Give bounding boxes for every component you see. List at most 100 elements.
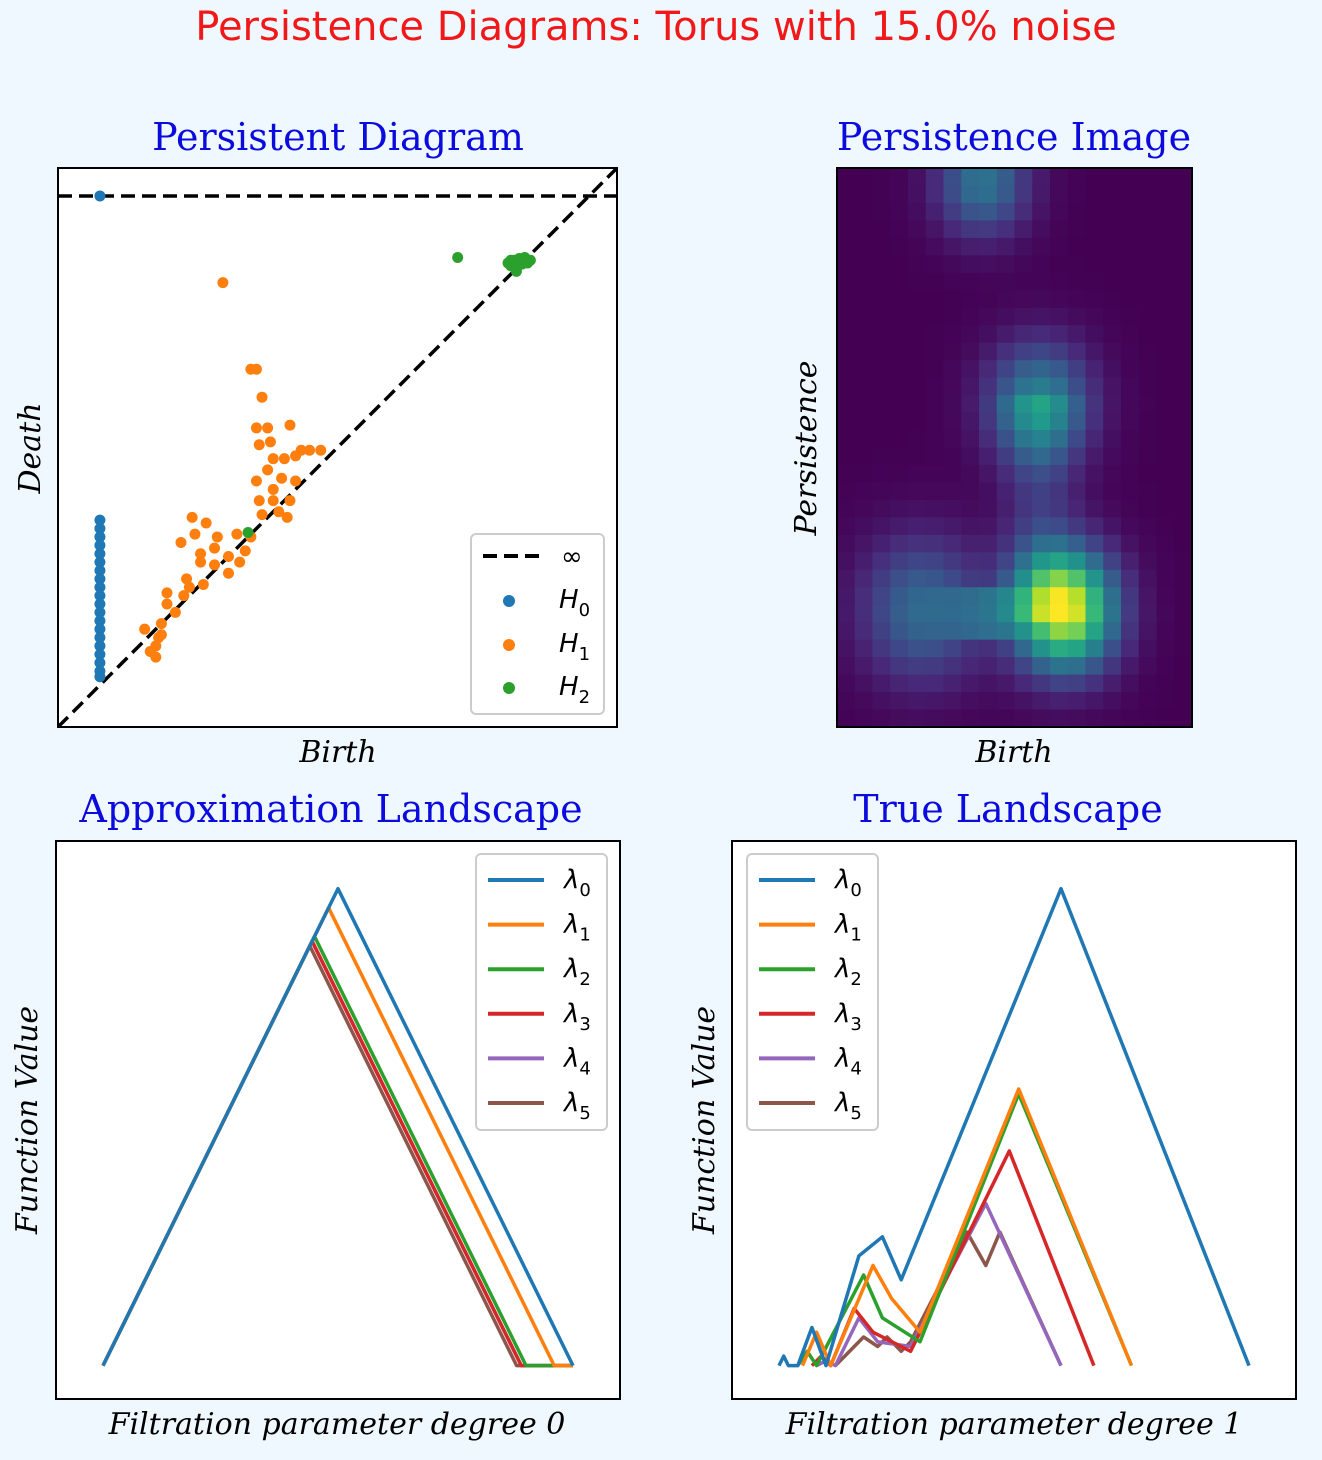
- heatmap-cell: [1032, 534, 1051, 553]
- heatmap-cell: [890, 377, 909, 396]
- heatmap-cell: [1050, 377, 1069, 396]
- heatmap-cell: [996, 709, 1016, 728]
- heatmap-cell: [925, 325, 945, 344]
- heatmap-cell: [943, 709, 962, 728]
- heatmap-cell: [1085, 447, 1104, 466]
- heatmap-cell: [961, 482, 980, 501]
- heatmap-cell: [1156, 360, 1175, 379]
- heatmap-cell: [1014, 534, 1033, 553]
- legend-infinity-label: ∞: [561, 542, 583, 572]
- heatmap-cell: [1085, 604, 1104, 623]
- heatmap-cell: [1067, 395, 1087, 414]
- heatmap-cell: [1138, 395, 1158, 414]
- heatmap-cell: [1067, 552, 1087, 571]
- point-h0: [94, 623, 106, 635]
- heatmap-cell: [854, 657, 874, 676]
- heatmap-cell: [1085, 517, 1104, 536]
- heatmap-cell: [1032, 272, 1051, 291]
- heatmap-cell: [837, 220, 856, 239]
- heatmap-cell: [854, 674, 874, 693]
- heatmap-cell: [1085, 464, 1104, 484]
- heatmap-cell: [1067, 290, 1087, 309]
- heatmap-cell: [925, 692, 945, 711]
- heatmap-cell: [979, 430, 998, 449]
- heatmap-cell: [1050, 447, 1069, 466]
- heatmap-cell: [925, 534, 945, 553]
- heatmap-cell: [996, 499, 1016, 518]
- heatmap-cell: [961, 709, 980, 728]
- heatmap-cell: [925, 290, 945, 309]
- heatmap-cell: [943, 430, 962, 449]
- heatmap-cell: [1138, 552, 1158, 571]
- approximation-landscape-xlabel: Filtration parameter degree 0: [108, 1407, 566, 1442]
- heatmap-cell: [872, 360, 891, 379]
- heatmap-cell: [1121, 307, 1140, 326]
- heatmap-cell: [854, 692, 874, 711]
- heatmap-cell: [1085, 622, 1104, 641]
- heatmap-cell: [890, 185, 909, 204]
- heatmap-cell: [996, 534, 1016, 553]
- heatmap-cell: [996, 517, 1016, 536]
- heatmap-cell: [837, 237, 856, 256]
- heatmap-cell: [1138, 412, 1158, 431]
- heatmap-cell: [854, 447, 874, 466]
- heatmap-cell: [890, 657, 909, 676]
- heatmap-cell: [1050, 587, 1069, 606]
- heatmap-cell: [1014, 517, 1033, 536]
- heatmap-cell: [1121, 622, 1140, 641]
- heatmap-cell: [1014, 325, 1033, 344]
- heatmap-cell: [872, 482, 891, 501]
- heatmap-cell: [996, 674, 1016, 693]
- heatmap-cell: [854, 569, 874, 588]
- heatmap-cell: [996, 377, 1016, 396]
- heatmap-cell: [1138, 692, 1158, 711]
- heatmap-cell: [961, 377, 980, 396]
- heatmap-cell: [1138, 237, 1158, 256]
- true-landscape-panel: True Landscape Filtration parameter degr…: [687, 787, 1297, 1442]
- heatmap-cell: [837, 657, 856, 676]
- heatmap-cell: [1067, 604, 1087, 623]
- heatmap-cell: [854, 587, 874, 606]
- heatmap-cell: [1032, 325, 1051, 344]
- heatmap-cell: [890, 552, 909, 571]
- heatmap-cell: [1138, 534, 1158, 553]
- approximation-landscape-ylabel: Function Value: [10, 1006, 45, 1235]
- heatmap-cell: [943, 255, 962, 274]
- persistent-diagram-frame: [57, 167, 618, 728]
- heatmap-cell: [908, 587, 927, 606]
- heatmap-cell: [979, 185, 998, 204]
- heatmap-cell: [1121, 237, 1140, 256]
- heatmap-cell: [961, 237, 980, 256]
- point-h0: [94, 573, 106, 585]
- heatmap-cell: [1085, 342, 1104, 361]
- heatmap-cell: [1174, 272, 1193, 291]
- point-h1: [217, 277, 229, 289]
- point-h0: [94, 556, 106, 568]
- legend-label: λ1: [562, 910, 591, 946]
- heatmap-cell: [1050, 499, 1069, 518]
- heatmap-cell: [1103, 552, 1122, 571]
- point-h0: [94, 648, 106, 660]
- heatmap-cell: [1103, 237, 1122, 256]
- heatmap-cell: [908, 569, 927, 588]
- heatmap-cell: [1014, 482, 1033, 501]
- heatmap-cell: [943, 412, 962, 431]
- heatmap-cell: [1156, 220, 1175, 239]
- point-h0: [94, 640, 106, 652]
- heatmap-cell: [837, 342, 856, 361]
- heatmap-cell: [1156, 464, 1175, 484]
- heatmap-cell: [890, 290, 909, 309]
- heatmap-cell: [1032, 168, 1051, 187]
- heatmap-cell: [1014, 272, 1033, 291]
- point-h0: [94, 581, 106, 593]
- heatmap-cell: [1032, 674, 1051, 693]
- heatmap-cell: [1032, 220, 1051, 239]
- point-h1: [264, 436, 276, 448]
- true-landscape-xlabel: Filtration parameter degree 1: [785, 1407, 1243, 1442]
- heatmap-cell: [979, 622, 998, 641]
- heatmap-cell: [854, 412, 874, 431]
- heatmap-cell: [943, 639, 962, 658]
- point-h0: [94, 671, 106, 683]
- heatmap-cell: [837, 255, 856, 274]
- heatmap-cell: [1014, 674, 1033, 693]
